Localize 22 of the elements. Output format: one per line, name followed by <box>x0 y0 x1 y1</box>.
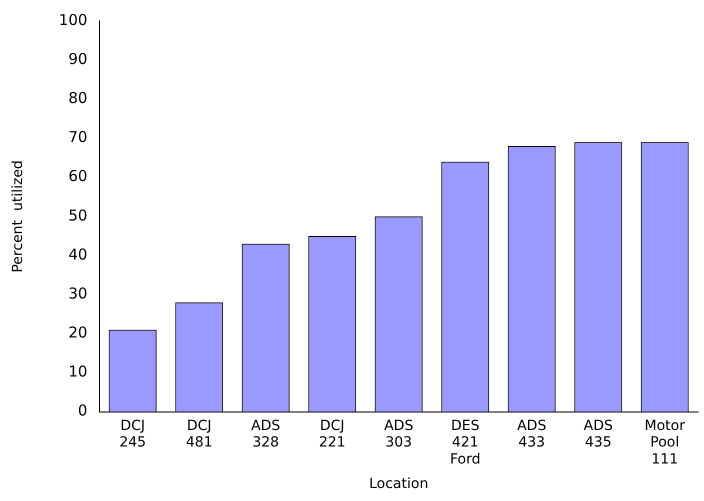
y-tick-label: 10 <box>68 362 88 381</box>
y-tick-label: 60 <box>68 167 88 186</box>
y-axis-title: Percent utilized <box>10 160 26 273</box>
x-tick-label: Motor Pool 111 <box>644 418 686 468</box>
y-tick-label: 50 <box>68 206 88 224</box>
x-tick-label: DCJ 481 <box>186 418 213 451</box>
y-tick-label: 40 <box>68 245 88 264</box>
x-tick-label: DES 421 Ford <box>450 418 480 468</box>
x-tick-label: ADS 328 <box>251 418 280 451</box>
x-tick-label: ADS 435 <box>584 418 613 451</box>
y-tick-label: 70 <box>68 128 88 146</box>
y-tick-label: 20 <box>68 324 88 342</box>
x-axis-title: Location <box>369 476 428 492</box>
x-tick-label: ADS 303 <box>384 418 414 451</box>
y-tick-label: 100 <box>58 10 88 29</box>
x-tick-label: DCJ 221 <box>318 418 346 451</box>
y-tick-label: 80 <box>68 89 88 108</box>
y-tick-label: 30 <box>68 284 88 302</box>
x-tick-label: DCJ 245 <box>119 418 146 451</box>
y-tick-label: 0 <box>78 402 88 420</box>
y-tick-label: 90 <box>68 50 88 68</box>
x-tick-label: ADS 433 <box>517 418 546 451</box>
